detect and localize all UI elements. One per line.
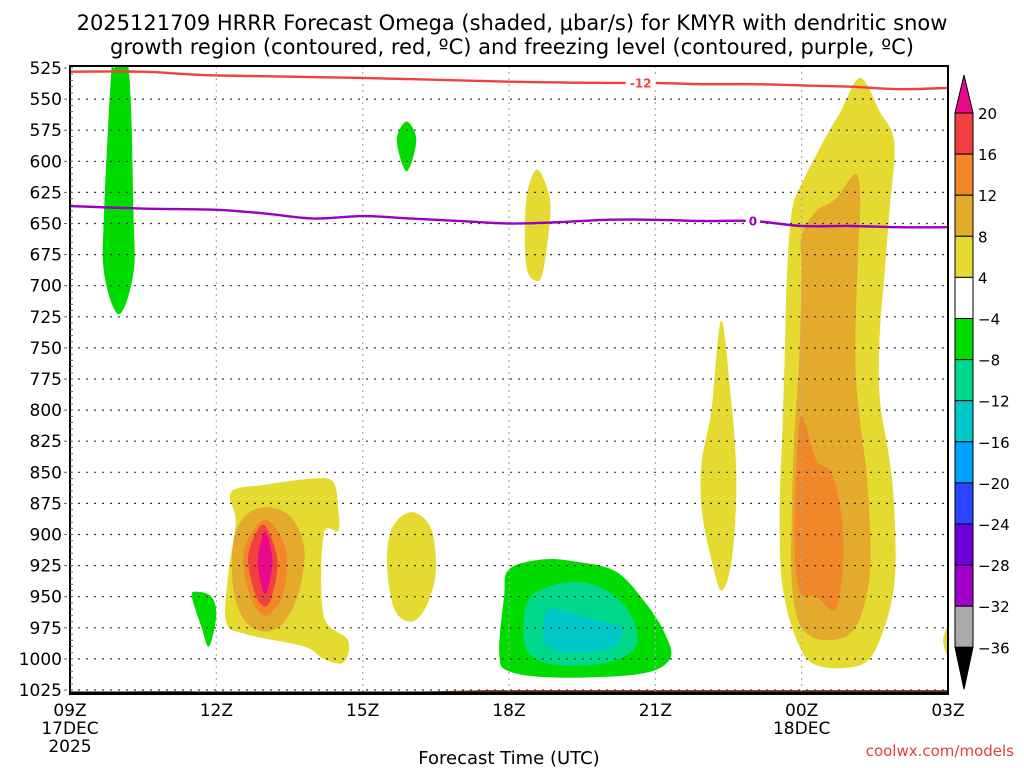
y-tick-label: 600 <box>30 152 62 172</box>
y-tick-label: 950 <box>30 588 62 608</box>
colorbar-segment <box>954 153 974 196</box>
contour-label-dendritic-snow-growth: -12 <box>630 76 652 90</box>
colorbar-segment <box>954 276 974 319</box>
colorbar-segment <box>954 605 974 648</box>
y-tick-label: 675 <box>30 246 62 266</box>
y-tick-label: 725 <box>30 308 62 328</box>
omega-region-cyan-19z <box>542 608 623 653</box>
x-tick-label: 17DEC <box>41 719 98 739</box>
y-tick-label: 700 <box>30 277 62 297</box>
colorbar-tick-label: 8 <box>978 228 988 246</box>
y-tick-label: 875 <box>30 494 62 514</box>
omega-region-orange2-00z <box>794 416 844 611</box>
colorbar-tick-label: −36 <box>978 639 1010 657</box>
colorbar-tick-label: −28 <box>978 557 1010 575</box>
x-tick-label: 00Z <box>785 701 818 721</box>
omega-region-green-blob-12z <box>191 591 217 647</box>
chart-title: 2025121709 HRRR Forecast Omega (shaded, … <box>77 11 948 59</box>
y-tick-label: 900 <box>30 526 62 546</box>
x-axis-label: Forecast Time (UTC) <box>418 748 599 768</box>
y-tick-label: 550 <box>30 90 62 110</box>
colorbar-tick-label: −24 <box>978 516 1010 534</box>
y-tick-label: 1000 <box>19 650 62 670</box>
title-line-1: 2025121709 HRRR Forecast Omega (shaded, … <box>77 11 948 35</box>
omega-region-yellow-18z-mid <box>524 169 551 282</box>
plot-area: -12 0 525 550 575 600 625 650 675 700 725 750 775 800… <box>19 59 965 757</box>
x-tick-label: 09Z <box>53 701 86 721</box>
y-axis-tick-labels: 525 550 575 600 625 650 675 700 725 750 775 800 825 8… <box>19 59 67 701</box>
y-tick-label: 650 <box>30 215 62 235</box>
colorbar-tick-label: −4 <box>978 311 1000 329</box>
colorbar-tick-label: −20 <box>978 475 1010 493</box>
colorbar-bottom-arrow <box>954 646 974 690</box>
x-tick-label: 03Z <box>931 701 964 721</box>
colorbar-segment <box>954 564 974 607</box>
y-tick-label: 750 <box>30 339 62 359</box>
contour-label-freezing-level: 0 <box>749 215 757 229</box>
x-tick-label: 12Z <box>200 701 233 721</box>
colorbar-segment <box>954 482 974 525</box>
omega-region-green-diamond-16z <box>396 121 417 172</box>
y-tick-label: 775 <box>30 370 62 390</box>
y-tick-label: 575 <box>30 121 62 141</box>
colorbar-tick-label: 4 <box>978 269 988 287</box>
x-tick-label: 18Z <box>492 701 525 721</box>
y-axis-minor-ticks <box>70 67 73 691</box>
y-tick-label: 1025 <box>19 681 62 701</box>
y-tick-label: 800 <box>30 401 62 421</box>
y-tick-label: 825 <box>30 432 62 452</box>
colorbar-tick-label: 12 <box>978 187 997 205</box>
colorbar-tick-label: −32 <box>978 598 1010 616</box>
omega-region-magenta-13z <box>257 532 273 595</box>
colorbar-segment <box>954 523 974 566</box>
contour-label-bg <box>745 214 760 229</box>
omega-region-green-column-early <box>102 66 135 315</box>
title-line-2: growth region (contoured, red, ºC) and f… <box>110 35 914 59</box>
colorbar-tick-label: 20 <box>978 105 997 123</box>
plot-content: -12 0 <box>70 66 948 694</box>
y-tick-label: 625 <box>30 183 62 203</box>
colorbar-tick-label: −16 <box>978 434 1010 452</box>
colorbar-segment <box>954 112 974 155</box>
omega-region-yellow-22z <box>700 320 737 591</box>
x-tick-label: 15Z <box>346 701 379 721</box>
contour-label-bg <box>625 75 656 90</box>
contour-dendritic-snow-growth <box>70 70 948 91</box>
colorbar-segment <box>954 194 974 237</box>
colorbar-segment <box>954 235 974 278</box>
x-tick-label: 2025 <box>48 737 91 757</box>
credit-link[interactable]: coolwx.com/models <box>866 742 1014 760</box>
y-tick-label: 975 <box>30 619 62 639</box>
colorbar-segment <box>954 441 974 484</box>
omega-region-yellow-16z-low <box>386 512 436 622</box>
colorbar-segment <box>954 318 974 361</box>
y-tick-label: 525 <box>30 59 62 79</box>
y-tick-label: 925 <box>30 557 62 577</box>
colorbar-legend: 20 16 12 8 4 −4 −8 −12 −16 −20 −24 −28 −32 −36 <box>954 74 1010 690</box>
y-tick-label: 850 <box>30 463 62 483</box>
colorbar-tick-label: −12 <box>978 393 1010 411</box>
grid <box>70 66 948 694</box>
colorbar-top-arrow <box>954 74 974 114</box>
colorbar-tick-label: 16 <box>978 146 997 164</box>
colorbar-segment <box>954 400 974 443</box>
colorbar-segment <box>954 359 974 402</box>
contour-freezing-level <box>70 204 948 229</box>
x-tick-label: 18DEC <box>773 719 830 739</box>
omega-region-yellow-edge-03z <box>943 627 948 657</box>
x-tick-label: 21Z <box>639 701 672 721</box>
colorbar-tick-label: −8 <box>978 352 1000 370</box>
